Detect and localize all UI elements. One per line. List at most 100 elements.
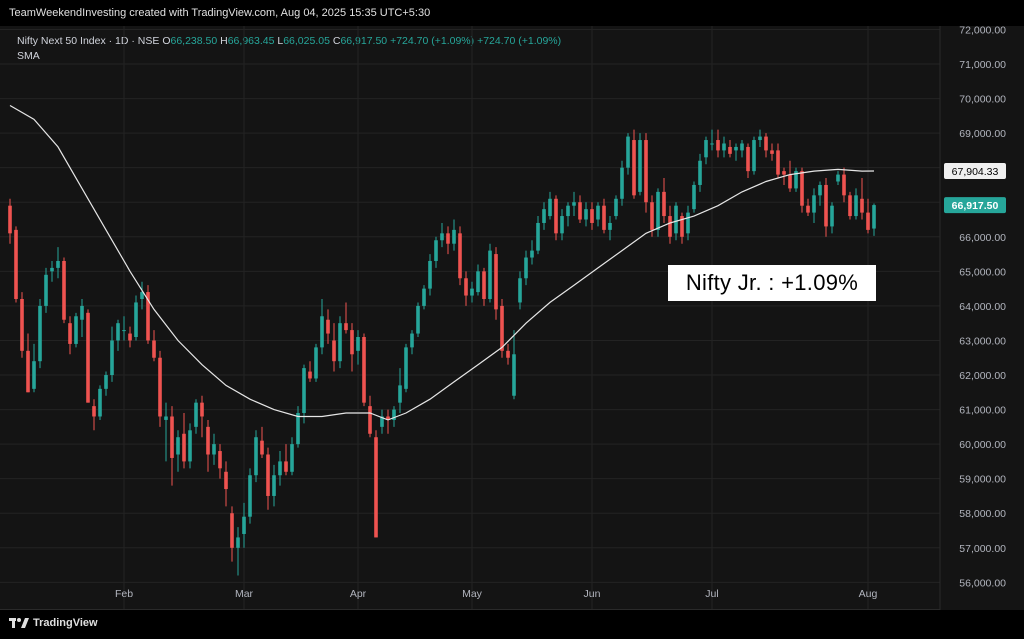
candle-body-55 <box>338 323 342 362</box>
candle-body-4 <box>32 361 36 389</box>
low-label: L <box>277 35 284 47</box>
candle-body-61 <box>374 437 378 538</box>
candle-body-49 <box>302 368 306 414</box>
candle-body-44 <box>272 475 276 496</box>
candle-body-119 <box>722 143 726 151</box>
y-tick-label-9: 63,000.00 <box>959 335 1006 347</box>
candle-body-24 <box>152 340 156 358</box>
footer-bar <box>0 610 1024 639</box>
sma-line <box>9 104 875 421</box>
candle-body-59 <box>362 337 366 403</box>
candle-body-13 <box>86 312 90 403</box>
candle-body-14 <box>92 406 96 417</box>
candle-body-136 <box>824 184 828 227</box>
y-tick-label-8: 64,000.00 <box>959 301 1006 313</box>
candle-body-18 <box>116 323 120 341</box>
candle-body-8 <box>56 260 60 268</box>
high-label: H <box>220 35 228 47</box>
candle-body-23 <box>146 292 150 341</box>
close-label: C <box>332 35 341 47</box>
candle-body-122 <box>740 143 744 151</box>
candle-body-99 <box>602 205 606 230</box>
candle-body-105 <box>638 140 642 192</box>
candle-body-58 <box>356 337 360 351</box>
candle-body-109 <box>662 191 666 217</box>
candle-body-114 <box>692 184 696 210</box>
candle-body-60 <box>368 406 372 434</box>
open-label: O <box>162 35 171 47</box>
candle-body-66 <box>404 347 408 389</box>
candle-body-79 <box>482 271 486 299</box>
candle-body-36 <box>224 471 228 490</box>
candle-body-75 <box>458 233 462 279</box>
candle-body-85 <box>518 278 522 303</box>
candle-body-135 <box>818 184 822 196</box>
candle-body-113 <box>686 212 690 234</box>
open-value: 66,238.50 <box>170 35 218 47</box>
candle-body-89 <box>542 209 546 223</box>
indicator-label[interactable]: SMA <box>17 50 40 62</box>
candle-body-87 <box>530 250 534 258</box>
candle-body-70 <box>428 260 432 289</box>
candle-body-98 <box>596 205 600 220</box>
candle-body-42 <box>260 440 264 455</box>
candle-body-26 <box>164 416 168 420</box>
candle-body-38 <box>236 537 240 548</box>
candle-body-117 <box>710 143 714 145</box>
candle-body-86 <box>524 257 528 279</box>
candle-body-143 <box>866 212 870 230</box>
candle-body-140 <box>848 195 852 217</box>
x-tick-label-2: Apr <box>350 588 367 600</box>
x-tick-label-6: Aug <box>859 588 878 600</box>
candle-body-41 <box>254 437 258 476</box>
candle-body-69 <box>422 288 426 306</box>
candle-body-73 <box>446 233 450 244</box>
candle-body-0 <box>8 205 12 234</box>
candle-body-10 <box>68 323 72 344</box>
candle-body-5 <box>38 305 42 362</box>
tradingview-logo-icon <box>9 618 29 628</box>
candle-body-103 <box>626 136 630 168</box>
close-value: 66,917.50 <box>340 35 388 47</box>
candle-body-62 <box>380 416 384 427</box>
candle-body-116 <box>704 140 708 158</box>
y-tick-label-16: 56,000.00 <box>959 577 1006 589</box>
candle-body-132 <box>800 171 804 206</box>
tradingview-brand[interactable]: TradingView <box>9 617 98 629</box>
candle-body-97 <box>590 209 594 223</box>
candle-body-123 <box>746 146 750 172</box>
candle-body-46 <box>284 461 288 472</box>
x-tick-label-5: Jul <box>705 588 718 600</box>
candle-body-90 <box>548 198 552 217</box>
candle-body-142 <box>860 198 864 213</box>
candle-body-21 <box>134 302 138 338</box>
y-tick-label-12: 60,000.00 <box>959 439 1006 451</box>
candle-body-96 <box>584 209 588 220</box>
candle-body-35 <box>218 451 222 469</box>
candle-body-91 <box>554 198 558 234</box>
candle-body-84 <box>512 354 516 396</box>
x-tick-label-1: Mar <box>235 588 254 600</box>
candle-body-128 <box>776 150 780 175</box>
candle-body-139 <box>842 174 846 196</box>
candle-body-31 <box>194 402 198 427</box>
y-tick-label-6: 66,000.00 <box>959 232 1006 244</box>
candle-body-32 <box>200 402 204 417</box>
tradingview-label: TradingView <box>33 617 98 629</box>
candle-body-104 <box>632 140 636 196</box>
candle-body-72 <box>440 233 444 241</box>
candle-body-53 <box>326 319 330 334</box>
candlestick-chart[interactable]: 72,000.0071,000.0070,000.0069,000.0068,0… <box>0 26 1024 610</box>
y-tick-label-13: 59,000.00 <box>959 474 1006 486</box>
y-tick-label-10: 62,000.00 <box>959 370 1006 382</box>
candle-body-88 <box>536 222 540 251</box>
candle-body-64 <box>392 409 396 420</box>
candle-body-102 <box>620 167 624 199</box>
x-tick-label-0: Feb <box>115 588 133 600</box>
candle-body-120 <box>728 146 732 154</box>
candle-body-68 <box>416 305 420 334</box>
candle-body-112 <box>680 216 684 237</box>
candle-body-107 <box>650 202 654 230</box>
candle-body-6 <box>44 274 48 306</box>
candle-body-137 <box>830 205 834 227</box>
